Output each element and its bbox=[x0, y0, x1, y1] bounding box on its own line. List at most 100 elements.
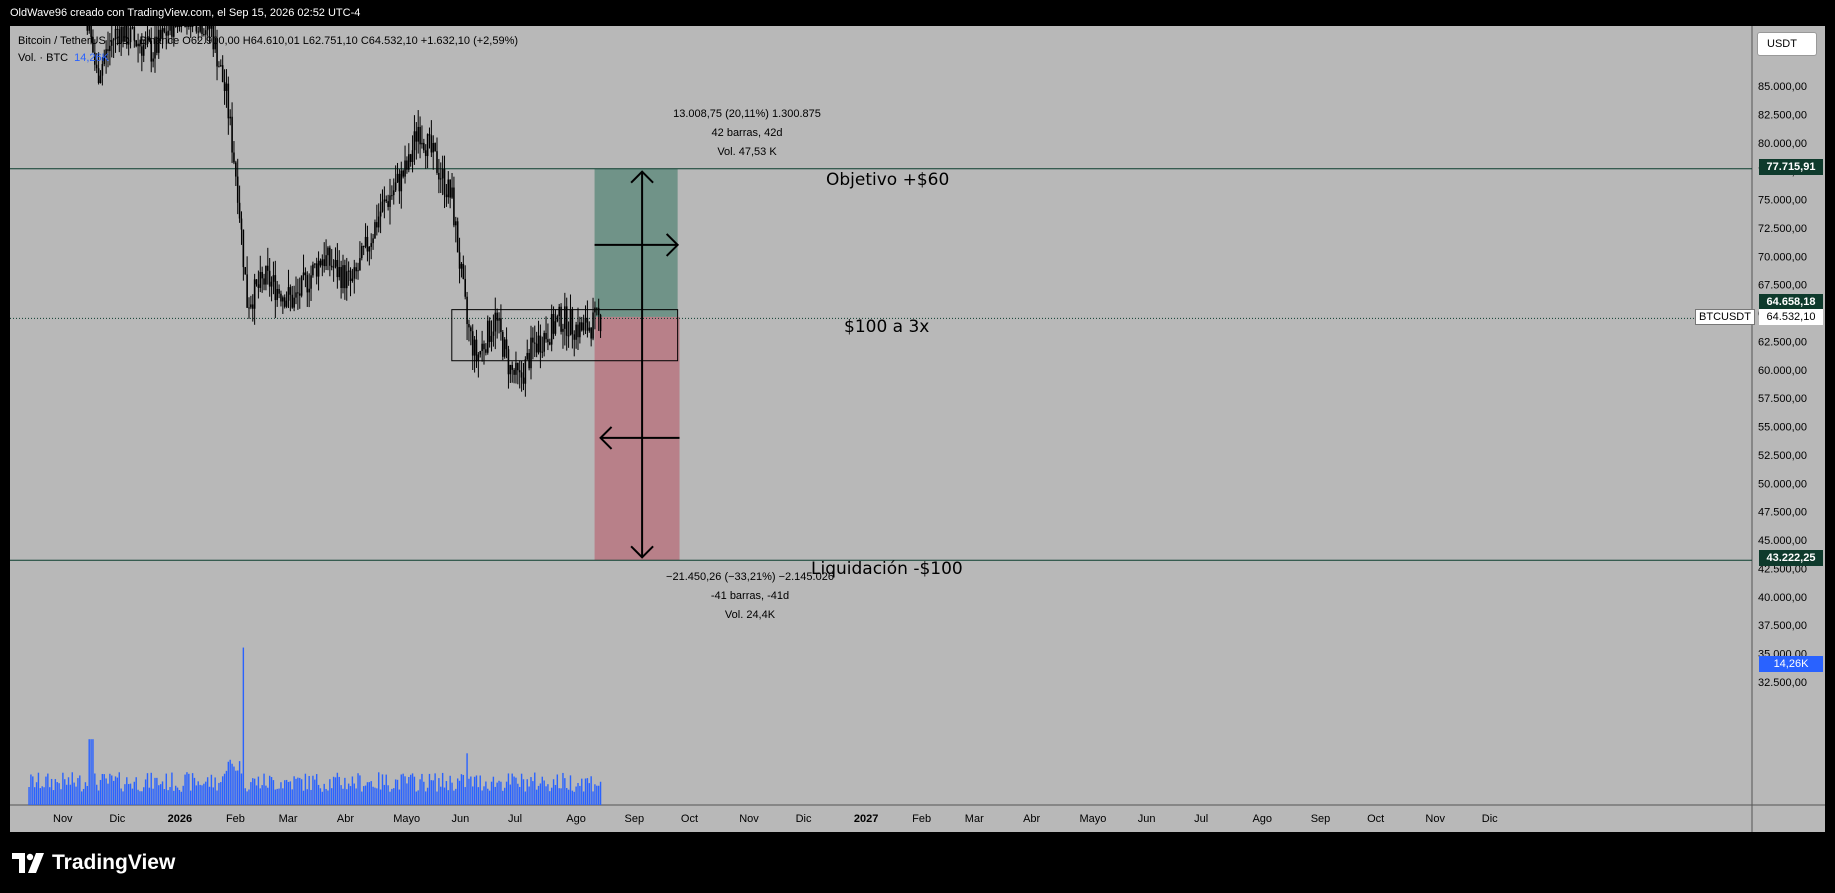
candle-body bbox=[447, 179, 450, 198]
candle-body bbox=[141, 46, 143, 56]
target-label: Objetivo +$60 bbox=[826, 170, 950, 190]
y-tick-label: 60.000,00 bbox=[1758, 365, 1807, 377]
volume-bar bbox=[550, 787, 553, 805]
candle-body bbox=[173, 26, 175, 37]
volume-bar bbox=[216, 790, 218, 805]
candle-body bbox=[116, 28, 119, 30]
candle-body bbox=[233, 152, 235, 163]
volume-bar bbox=[464, 787, 466, 805]
candle-body bbox=[500, 318, 502, 332]
volume-bar bbox=[190, 790, 192, 805]
candle-body bbox=[203, 34, 205, 36]
x-tick-label: Oct bbox=[1367, 813, 1384, 825]
candle-body bbox=[417, 126, 419, 142]
volume-bar bbox=[423, 781, 425, 805]
candle-body bbox=[261, 271, 263, 279]
volume-bar bbox=[99, 779, 102, 805]
candle-body bbox=[109, 45, 111, 52]
volume-bar bbox=[105, 778, 107, 805]
volume-bar bbox=[366, 782, 369, 805]
candle-body bbox=[471, 331, 474, 356]
volume-bar bbox=[327, 790, 329, 805]
candle-body bbox=[543, 332, 545, 352]
volume-bar bbox=[436, 791, 438, 805]
candle-body bbox=[270, 281, 273, 287]
volume-bar bbox=[47, 773, 49, 805]
volume-bar bbox=[173, 790, 175, 805]
candle-body bbox=[197, 31, 200, 33]
volume-bar bbox=[210, 774, 213, 805]
symbol-legend[interactable]: Bitcoin / TetherUS · 1D · Binance O62.90… bbox=[18, 35, 519, 47]
currency-button[interactable]: USDT bbox=[1757, 32, 1817, 56]
volume-bar bbox=[438, 778, 440, 805]
chart-pane[interactable]: 85.000,0082.500,0080.000,0077.500,0075.0… bbox=[10, 26, 1825, 832]
candle-body bbox=[396, 173, 399, 183]
y-tick-label: 55.000,00 bbox=[1758, 422, 1807, 434]
volume-bar bbox=[139, 791, 141, 805]
candle-body bbox=[486, 320, 489, 353]
volume-bar bbox=[246, 791, 248, 805]
candle-body bbox=[152, 58, 154, 62]
candle-body bbox=[445, 194, 448, 198]
volume-bar bbox=[268, 775, 271, 805]
volume-bar bbox=[122, 791, 124, 805]
price-chart[interactable]: 85.000,0082.500,0080.000,0077.500,0075.0… bbox=[10, 26, 1825, 832]
y-tick-label: 47.500,00 bbox=[1758, 507, 1807, 519]
tradingview-logo[interactable]: TradingView bbox=[12, 851, 175, 875]
volume-bar bbox=[255, 785, 258, 805]
volume-bar bbox=[374, 787, 376, 805]
candle-body bbox=[524, 359, 527, 384]
candle-body bbox=[171, 26, 173, 37]
candle-body bbox=[112, 39, 115, 41]
volume-bar bbox=[291, 789, 293, 805]
candle-body bbox=[103, 57, 106, 65]
candle-body bbox=[165, 31, 168, 36]
candle-body bbox=[176, 26, 179, 27]
candle-body bbox=[221, 65, 224, 83]
volume-bar bbox=[206, 777, 209, 805]
volume-legend[interactable]: Vol. · BTC 14,26K bbox=[18, 52, 109, 64]
candle-body bbox=[319, 260, 322, 266]
candle-body bbox=[526, 352, 529, 360]
candle-body bbox=[391, 195, 393, 197]
volume-bar bbox=[60, 789, 62, 805]
candle-body bbox=[515, 362, 517, 375]
volume-bar bbox=[233, 766, 235, 805]
volume-bar bbox=[473, 776, 476, 805]
volume-bar bbox=[535, 789, 538, 805]
x-tick-label: Sep bbox=[1311, 813, 1331, 825]
volume-bar bbox=[376, 788, 378, 805]
candle-body bbox=[157, 29, 160, 53]
volume-bar bbox=[567, 789, 570, 805]
volume-bar bbox=[370, 781, 372, 805]
candle-body bbox=[473, 339, 476, 356]
x-tick-label: Dic bbox=[1482, 813, 1498, 825]
candle-body bbox=[235, 162, 237, 177]
volume-bar bbox=[391, 788, 393, 805]
volume-bar bbox=[577, 783, 579, 805]
candle-body bbox=[381, 201, 384, 212]
volume-bar bbox=[154, 777, 156, 805]
candle-body bbox=[462, 263, 465, 279]
candle-body bbox=[298, 293, 301, 296]
candle-body bbox=[167, 30, 169, 36]
volume-bar bbox=[517, 783, 519, 805]
volume-bar bbox=[69, 784, 72, 805]
candle-body bbox=[368, 246, 371, 252]
volume-bar bbox=[65, 784, 68, 805]
y-tick-label: 80.000,00 bbox=[1758, 138, 1807, 150]
candle-body bbox=[588, 327, 591, 331]
candle-body bbox=[189, 26, 192, 27]
volume-bar bbox=[534, 772, 536, 805]
candle-body bbox=[468, 324, 470, 328]
candle-body bbox=[321, 259, 324, 266]
volume-bar bbox=[201, 785, 203, 805]
candle-body bbox=[268, 270, 271, 287]
liquidation-label: Liquidación -$100 bbox=[811, 559, 963, 579]
candle-body bbox=[210, 26, 213, 29]
entry-label: $100 a 3x bbox=[844, 317, 930, 337]
volume-bar bbox=[402, 773, 404, 805]
volume-bar bbox=[357, 773, 359, 805]
candle-body bbox=[297, 292, 299, 294]
candle-body bbox=[579, 322, 581, 338]
